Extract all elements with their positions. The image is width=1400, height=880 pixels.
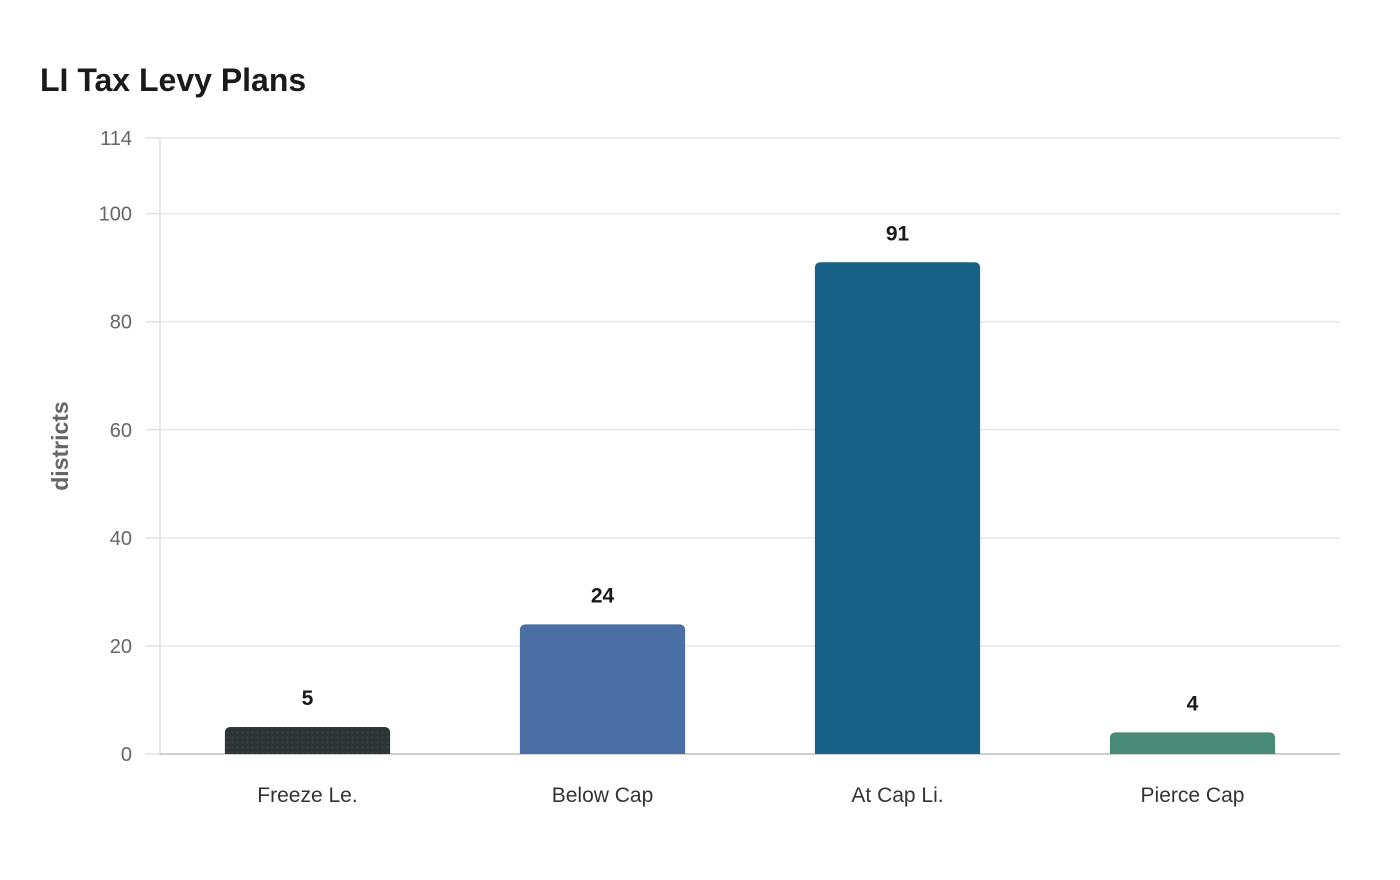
data-label: 5 <box>302 687 314 710</box>
y-axis-title: districts <box>47 401 73 490</box>
y-tick-label: 100 <box>99 204 132 226</box>
bar-freeze-le <box>224 726 391 754</box>
x-tick-label: Pierce Cap <box>1141 784 1245 807</box>
y-axis-ticks: 0 20 40 60 80 100 114 <box>99 128 160 766</box>
y-tick-label: 114 <box>100 128 132 150</box>
data-label: 24 <box>591 584 615 607</box>
chart-title: LI Tax Levy Plans <box>40 62 307 98</box>
y-tick-label: 20 <box>110 636 132 658</box>
y-tick-label: 0 <box>121 744 132 766</box>
gridlines <box>160 137 1340 755</box>
y-tick-label: 60 <box>110 420 132 442</box>
x-tick-label: Freeze Le. <box>257 784 357 807</box>
bar-pierce-cap <box>1109 732 1276 754</box>
bar-at-cap-li <box>814 262 981 754</box>
bar-below-cap <box>519 624 686 754</box>
bars: 5 Freeze Le. 24 Below Cap 91 At Cap Li. 4 Pierc… <box>224 222 1276 807</box>
y-tick-label: 80 <box>110 312 132 334</box>
data-label: 91 <box>886 222 910 245</box>
data-label: 4 <box>1187 692 1199 715</box>
y-tick-label: 40 <box>110 528 132 550</box>
x-tick-label: At Cap Li. <box>851 784 943 807</box>
x-tick-label: Below Cap <box>552 784 654 807</box>
